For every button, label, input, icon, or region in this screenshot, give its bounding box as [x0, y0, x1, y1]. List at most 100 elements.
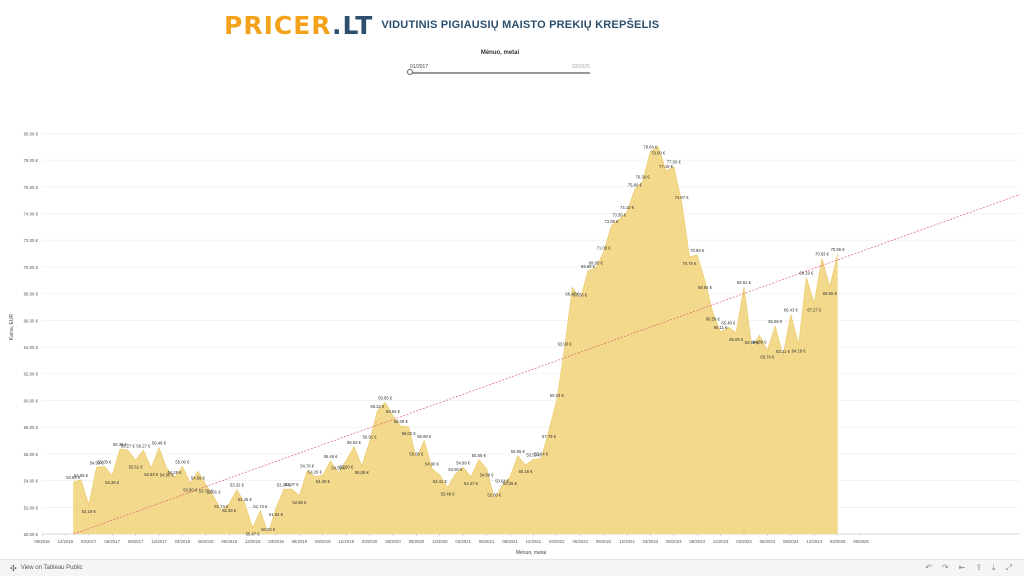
data-label: 77.50 €: [667, 160, 682, 165]
data-label: 52.81 €: [207, 489, 222, 494]
x-tick-label: 06/2020: [385, 539, 401, 544]
data-label: 52.16 €: [82, 509, 97, 514]
data-label: 58.84 €: [386, 409, 401, 414]
share-icon[interactable]: ⇪: [975, 563, 983, 572]
area-fill: [73, 146, 838, 534]
x-tick-label: 03/2020: [362, 539, 378, 544]
data-label: 54.90 €: [425, 462, 440, 467]
x-axis-title: Mėnuo, metai: [516, 550, 546, 556]
header-subtitle: VIDUTINIS PIGIAUSIŲ MAISTO PREKIŲ KREPŠE…: [381, 19, 660, 31]
tableau-link-text: View on Tableau Public: [20, 565, 83, 571]
x-tick-label: 09/2016: [34, 539, 50, 544]
data-label: 52.86 €: [292, 500, 307, 505]
data-label: 58.08 €: [394, 419, 409, 424]
area-line: [73, 146, 838, 536]
x-tick-label: 12/2019: [338, 539, 354, 544]
data-label: 54.93 €: [144, 472, 159, 477]
y-tick-label: 80.00 €: [24, 131, 39, 136]
y-tick-label: 54.00 €: [24, 479, 39, 484]
data-label: 54.59 €: [331, 466, 346, 471]
y-tick-label: 62.00 €: [24, 372, 39, 377]
data-label: 65.48 €: [721, 320, 736, 325]
data-label: 69.95 €: [589, 261, 604, 266]
data-label: 54.89 €: [480, 473, 495, 478]
data-label: 54.36 €: [105, 480, 120, 485]
data-label: 54.50 €: [448, 467, 463, 472]
data-label: 76.39 €: [636, 175, 651, 180]
x-tick-label: 03/2024: [736, 539, 752, 544]
y-tick-label: 58.00 €: [24, 425, 39, 430]
data-label: 64.88 €: [753, 339, 768, 344]
data-label: 70.89 €: [690, 248, 705, 253]
data-label: 54.76 €: [300, 463, 315, 468]
data-label: 63.74 €: [760, 355, 775, 360]
y-tick-label: 64.00 €: [24, 345, 39, 350]
x-tick-label: 03/2019: [268, 539, 284, 544]
date-slider-handle[interactable]: [407, 69, 413, 75]
data-label: 55.08 €: [355, 470, 370, 475]
x-tick-label: 09/2022: [596, 539, 612, 544]
data-label: 54.40 €: [316, 479, 331, 484]
x-tick-label: 03/2017: [81, 539, 97, 544]
data-label: 55.51 €: [129, 464, 144, 469]
revert-icon[interactable]: ⇤: [958, 563, 966, 572]
data-label: 54.41 €: [433, 479, 448, 484]
x-tick-label: 12/2023: [713, 539, 729, 544]
data-label: 73.08 €: [604, 219, 619, 224]
data-label: 51.94 €: [269, 512, 284, 517]
fullscreen-icon[interactable]: ⤢: [1005, 563, 1012, 572]
data-label: 54.25 €: [168, 470, 183, 475]
data-label: 75.80 €: [628, 182, 643, 187]
download-icon[interactable]: ⤓: [992, 563, 996, 572]
data-label: 53.71 €: [199, 488, 214, 493]
x-tick-label: 06/2021: [479, 539, 495, 544]
tableau-public-link[interactable]: ✣ View on Tableau Public: [10, 564, 83, 573]
undo-icon[interactable]: ↶: [925, 563, 932, 572]
data-label: 69.19 €: [799, 271, 814, 276]
data-label: 54.05 €: [74, 473, 89, 478]
date-slider-track[interactable]: [407, 69, 590, 75]
x-tick-label: 06/2023: [666, 539, 682, 544]
data-label: 60.03 €: [550, 393, 565, 398]
trend-line: [73, 194, 1021, 535]
x-tick-label: 09/2024: [783, 539, 799, 544]
data-label: 71.08 €: [597, 245, 612, 250]
data-label: 53.80 €: [183, 487, 198, 492]
data-label: 57.79 €: [542, 434, 557, 439]
data-label: 53.48 €: [441, 492, 456, 497]
logo-text-pricer: PRICER: [224, 10, 333, 40]
data-label: 68.47 €: [565, 291, 580, 296]
y-tick-label: 72.00 €: [24, 238, 39, 243]
x-tick-label: 09/2018: [221, 539, 237, 544]
data-label: 58.02 €: [402, 431, 417, 436]
data-label: 55.59 €: [526, 452, 541, 457]
data-label: 52.60 €: [487, 492, 502, 497]
data-label: 54.69 €: [191, 475, 206, 480]
footer-controls: ↶ ↷ ⇤ ⇪ ⤓ ⤢: [925, 563, 1012, 573]
x-tick-label: 12/2018: [245, 539, 261, 544]
x-tick-label: 06/2022: [572, 539, 588, 544]
x-tick-label: 09/2020: [409, 539, 425, 544]
x-tick-label: 09/2019: [315, 539, 331, 544]
x-tick-label: 06/2024: [760, 539, 776, 544]
data-label: 66.59 €: [706, 316, 721, 321]
data-label: 53.89 €: [66, 475, 81, 480]
data-label: 63.99 €: [745, 340, 760, 345]
data-label: 51.73 €: [253, 504, 268, 509]
data-label: 50.47 €: [246, 532, 261, 537]
x-tick-label: 06/2018: [198, 539, 214, 544]
x-tick-label: 03/2023: [643, 539, 659, 544]
filter-range: 01/2017 03/2025: [410, 64, 590, 70]
data-label: 55.16 €: [519, 469, 534, 474]
filter-start-label: 01/2017: [410, 64, 429, 70]
y-tick-label: 66.00 €: [24, 318, 39, 323]
data-label: 73.56 €: [612, 212, 627, 217]
data-label: 56.27 €: [136, 443, 151, 448]
data-label: 52.25 €: [238, 497, 253, 502]
pricer-logo: PRICER.LT: [224, 11, 373, 40]
data-label: 51.74 €: [214, 504, 229, 509]
y-tick-label: 70.00 €: [24, 265, 39, 270]
redo-icon[interactable]: ↷: [941, 563, 949, 572]
x-tick-label: 09/2017: [128, 539, 144, 544]
